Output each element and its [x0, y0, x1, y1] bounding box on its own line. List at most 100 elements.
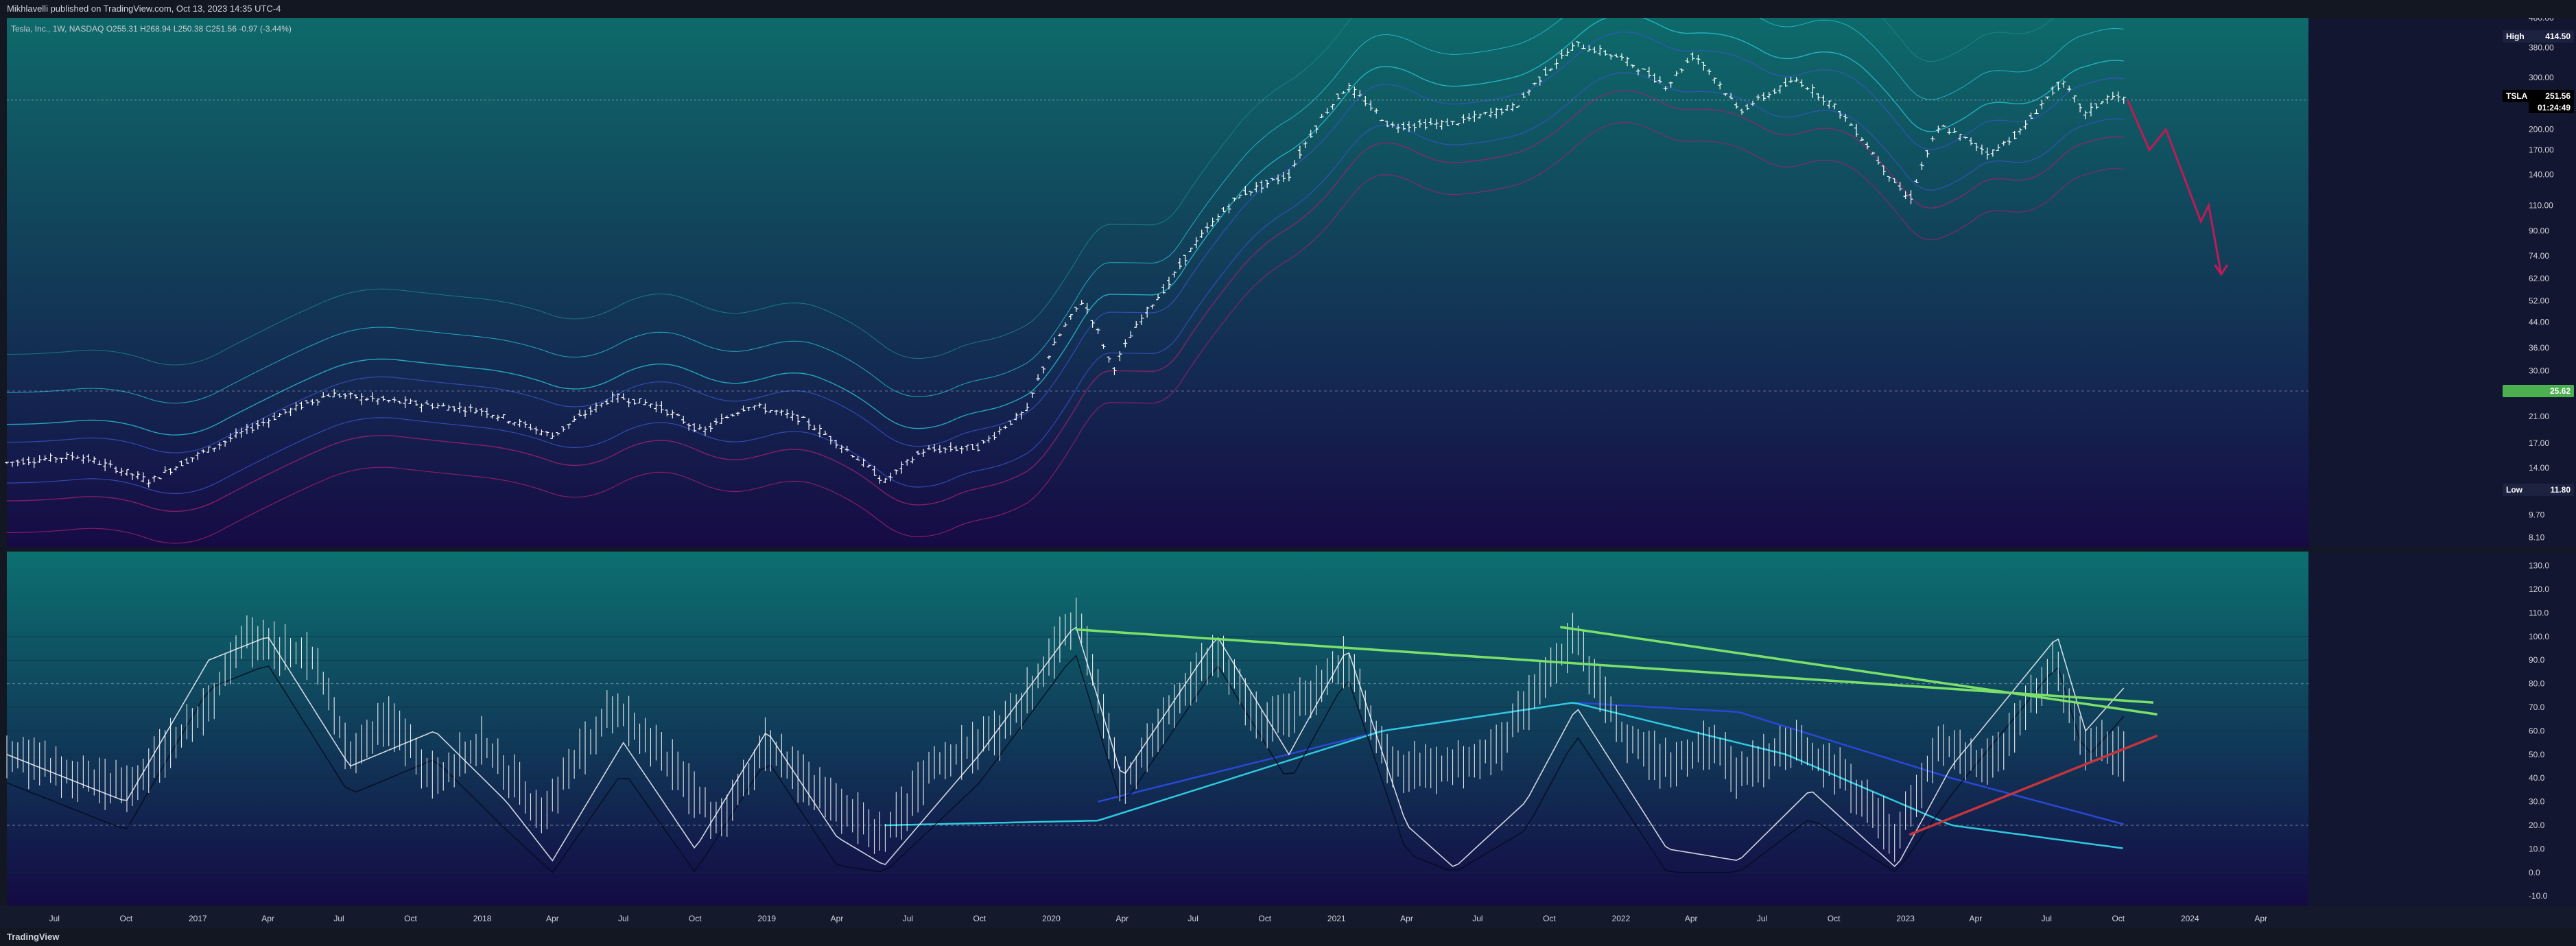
- trendlines[interactable]: [1075, 626, 2158, 836]
- time-tick-label: Oct: [1258, 914, 1271, 923]
- level-tag-value: 25.62: [2550, 386, 2571, 396]
- price-tick-label: 30.00: [2529, 366, 2549, 376]
- time-tick-label: Apr: [1970, 914, 1983, 923]
- time-tick-label: Oct: [689, 914, 702, 923]
- osc-dark-line: [6, 654, 2125, 874]
- trendline-green-0: [1075, 628, 2154, 704]
- high-tag-bg: [2503, 30, 2574, 43]
- price-legend: Tesla, Inc., 1W, NASDAQ O255.31 H268.94 …: [11, 24, 292, 34]
- price-tick-label: 62.00: [2529, 274, 2549, 283]
- osc-tick-label: 20.0: [2529, 820, 2545, 830]
- time-tick-label: 2019: [757, 914, 776, 923]
- level-tag-bg: [2503, 384, 2574, 397]
- price-tick-label: 110.00: [2529, 200, 2553, 210]
- time-tick-label: 2022: [1612, 914, 1631, 923]
- high-tag-label: High: [2506, 32, 2525, 41]
- price-band-line-6: [6, 18, 2055, 366]
- price-band-line-4: [7, 90, 2124, 512]
- oscillator-axis[interactable]: 130.0 120.0 110.0 100.0 90.0 80.0 70.0 60.0 50.0…: [2529, 561, 2549, 901]
- low-tag-label: Low: [2506, 485, 2523, 495]
- published-text: Mikhlavelli published on TradingView.com…: [7, 3, 281, 14]
- time-tick-label: Apr: [1400, 914, 1413, 923]
- price-tick-label: 36.00: [2529, 343, 2549, 353]
- osc-tick-label: 100.0: [2529, 632, 2549, 641]
- trendline-red-2: [1909, 734, 2158, 836]
- time-tick-label: 2018: [473, 914, 492, 923]
- time-tick-label: Jul: [1188, 914, 1198, 923]
- price-band-line-3: [6, 72, 2124, 495]
- time-tick-label: Jul: [1757, 914, 1767, 923]
- time-tick-label: 2024: [2181, 914, 2199, 923]
- time-tick-label: 2020: [1042, 914, 1061, 923]
- price-tick-label: 480.00: [2529, 18, 2554, 23]
- chart[interactable]: 480.00380.00300.00250.00200.00170.00140.…: [0, 18, 2576, 928]
- osc-tick-label: 130.0: [2529, 561, 2549, 571]
- osc-tick-label: -10.0: [2529, 891, 2548, 901]
- countdown-bg: [2529, 102, 2574, 113]
- time-tick-label: Oct: [1828, 914, 1841, 923]
- osc-tick-label: 90.0: [2529, 655, 2545, 665]
- osc-tick-label: 50.0: [2529, 750, 2545, 759]
- price-tick-label: 17.00: [2529, 438, 2549, 448]
- price-tick-label: 74.00: [2529, 251, 2549, 261]
- price-tick-label: 21.00: [2529, 412, 2549, 421]
- last-price-tag-value: 251.56: [2545, 91, 2571, 101]
- price-tick-label: 44.00: [2529, 318, 2549, 327]
- time-tick-label: Oct: [404, 914, 417, 923]
- forecast-arrow-head: [2214, 264, 2229, 276]
- osc-tick-label: 60.0: [2529, 726, 2545, 735]
- osc-tick-label: 30.0: [2529, 797, 2545, 807]
- osc-tick-label: 40.0: [2529, 773, 2545, 783]
- time-tick-label: Oct: [119, 914, 132, 923]
- price-bands: [6, 18, 2308, 544]
- time-tick-label: Apr: [1685, 914, 1698, 923]
- last-price-tag-label: TSLA: [2506, 91, 2528, 101]
- time-tick-label: Oct: [973, 914, 986, 923]
- countdown-value: 01:24:49: [2538, 103, 2571, 113]
- low-tag-value: 11.80: [2551, 485, 2571, 495]
- oscillator-candles: [6, 598, 2125, 862]
- osc-tick-label: 0.0: [2529, 868, 2540, 877]
- time-tick-label: Jul: [49, 914, 60, 923]
- price-candles: [5, 41, 2126, 488]
- time-axis-bg: [0, 906, 2576, 928]
- time-tick-label: Apr: [546, 914, 559, 923]
- time-tick-label: Apr: [1115, 914, 1129, 923]
- osc-pane-bg: [7, 552, 2308, 906]
- price-tick-label: 170.00: [2529, 145, 2554, 155]
- trendline-green-1: [1560, 626, 2158, 716]
- price-band-line-1: [6, 32, 2124, 453]
- last-price-tag-bg: [2503, 89, 2574, 102]
- osc-tick-label: 70.0: [2529, 702, 2545, 712]
- time-tick-label: 2021: [1327, 914, 1346, 923]
- pane-separator[interactable]: [0, 547, 2576, 552]
- time-tick-label: Jul: [903, 914, 913, 923]
- time-axis[interactable]: Jul Oct 2017 Apr Jul Oct 2018 Apr Jul Oct 2019 Apr J…: [49, 914, 2267, 923]
- time-tick-label: Apr: [2254, 914, 2267, 923]
- time-tick-label: Apr: [831, 914, 844, 923]
- time-tick-label: Jul: [2042, 914, 2052, 923]
- forecast-arrow[interactable]: [2127, 99, 2229, 276]
- price-tick-label: 140.00: [2529, 170, 2554, 180]
- price-tick-label: 9.70: [2529, 510, 2545, 519]
- price-tick-label: 380.00: [2529, 43, 2554, 52]
- publish-header: Mikhlavelli published on TradingView.com…: [0, 0, 2576, 18]
- time-tick-label: 2023: [1896, 914, 1915, 923]
- price-band-line-5: [7, 121, 2124, 544]
- time-tick-label: 2017: [189, 914, 207, 923]
- high-tag-value: 414.50: [2545, 32, 2571, 41]
- price-tick-label: 300.00: [2529, 73, 2554, 82]
- time-tick-label: Oct: [2112, 914, 2125, 923]
- time-tick-label: Jul: [618, 914, 628, 923]
- price-tick-label: 8.10: [2529, 533, 2545, 543]
- osc-axis-bg: [2308, 552, 2576, 906]
- osc-tick-label: 110.0: [2529, 608, 2549, 617]
- time-tick-label: Apr: [261, 914, 274, 923]
- tradingview-logo: TradingView: [7, 932, 60, 942]
- time-tick-label: Oct: [1543, 914, 1556, 923]
- low-tag-bg: [2503, 483, 2574, 496]
- time-tick-label: Jul: [333, 914, 344, 923]
- price-tick-label: 200.00: [2529, 125, 2554, 134]
- footer-bar: TradingView: [0, 928, 2576, 946]
- oscillator-lines: [6, 626, 2308, 874]
